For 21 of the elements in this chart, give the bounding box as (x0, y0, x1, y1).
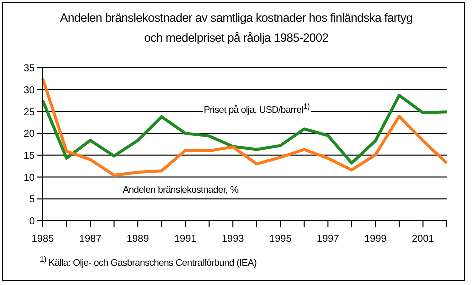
y-tick-label: 25 (24, 107, 36, 118)
x-tick-label: 1999 (364, 234, 388, 246)
x-tick-label: 1987 (79, 234, 102, 246)
y-tick-label: 0 (29, 216, 36, 228)
y-tick-label: 5 (29, 194, 36, 206)
y-tick-label: 15 (24, 150, 36, 162)
x-tick-label: 1995 (270, 234, 292, 246)
text: $^{1)}$ Källa: Olje- och Gasbranschens Centralförbund (IEA) (40, 255, 257, 270)
x-tick-label: 1991 (174, 234, 198, 246)
chart-title: Andelen bränslekostnader av samtliga kostnader hos finländska fartyg och medelpriset på råolja 1985-2002 (59, 10, 414, 47)
x-tick-label: 1989 (126, 234, 150, 246)
x-tick-label: 1993 (222, 234, 245, 246)
x-tick-label: 1997 (317, 234, 340, 246)
y-tick-label: 30 (24, 85, 36, 96)
series-label: Priset på olja, USD/barrel$^{1)}$ (203, 102, 311, 116)
x-tick-label: 2001 (412, 234, 435, 246)
y-tick-label: 35 (24, 64, 36, 75)
x-tick-label: 1985 (32, 234, 55, 246)
y-tick-label: 10 (24, 172, 36, 184)
series-label: Andelen bränslekostnader, % (122, 185, 240, 196)
y-tick-label: 20 (24, 129, 36, 140)
